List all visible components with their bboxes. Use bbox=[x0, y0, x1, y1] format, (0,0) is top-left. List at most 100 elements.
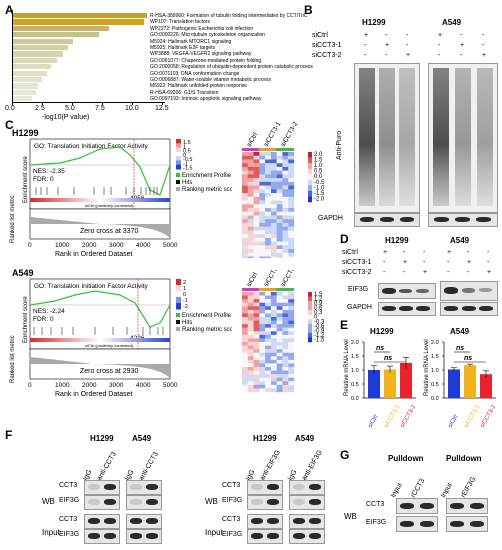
c-heat-cell bbox=[282, 367, 289, 371]
e-chart-title: H1299 bbox=[370, 327, 394, 336]
f-blot-strip bbox=[247, 514, 283, 529]
c-heat-cell bbox=[253, 204, 260, 209]
f-band bbox=[309, 499, 321, 505]
c-heat-cell bbox=[265, 349, 272, 353]
g-band bbox=[400, 521, 414, 527]
e-ylabel: Relative mRNA Level bbox=[344, 339, 350, 396]
c-heat-cell bbox=[270, 178, 277, 183]
c-heat-cell bbox=[253, 178, 260, 183]
panel-a-term-label: GO:0061077: Chaperone-mediated protein f… bbox=[150, 57, 262, 64]
c-heat-scale-cell bbox=[308, 337, 312, 343]
f-blot-strip bbox=[289, 514, 325, 529]
c-heat-cell bbox=[253, 166, 260, 171]
c-heat-cell bbox=[253, 170, 260, 175]
panel-a-term-label: GO:0097193: Intrinsic apoptotic signalin… bbox=[150, 96, 262, 103]
c-heat-cell bbox=[282, 377, 289, 382]
c-heat-cell bbox=[276, 234, 283, 239]
c-heat-cell bbox=[247, 208, 254, 212]
c-heat-scale-label: -0.5 bbox=[314, 180, 325, 186]
e-y-tick-label: 0.0 bbox=[431, 396, 439, 402]
c-heat-cell bbox=[288, 309, 295, 314]
c-heat-cell bbox=[242, 241, 248, 246]
c-heat-cell bbox=[247, 377, 254, 382]
c-heat-cell bbox=[282, 295, 289, 300]
c-heat-cell bbox=[270, 211, 277, 216]
c-xtick-label: 0 bbox=[28, 382, 32, 389]
c-heat-cell bbox=[253, 241, 260, 246]
c-heat-cell bbox=[270, 302, 277, 307]
c-heat-cell bbox=[259, 185, 266, 190]
c-heat-cell bbox=[259, 306, 266, 311]
c-heat-cell bbox=[265, 196, 272, 201]
g-blot-strip bbox=[446, 516, 488, 532]
c-heat-cell bbox=[259, 352, 266, 357]
c-heat-cell bbox=[247, 166, 254, 171]
c-heat-cell bbox=[253, 159, 260, 164]
b-sign: + bbox=[438, 32, 443, 39]
c-heat-cell bbox=[259, 313, 266, 318]
c-heat-cell bbox=[259, 377, 266, 382]
c-mini-scale-cell bbox=[176, 156, 181, 161]
c-heat-cell bbox=[270, 215, 277, 220]
c-heat-scale-cell bbox=[308, 196, 312, 203]
c-heat-cell bbox=[259, 215, 266, 220]
c-heat-cell bbox=[259, 181, 266, 186]
c-heat-scale-label: 0.9 bbox=[314, 301, 323, 307]
c-heat-cell bbox=[282, 196, 289, 201]
c-heat-cell bbox=[282, 334, 289, 339]
c-heat-cell bbox=[247, 215, 254, 220]
c-heat-cell bbox=[282, 163, 289, 168]
c-xtick-label: 3000 bbox=[109, 382, 124, 389]
e-y-tick-label: 1.0 bbox=[431, 368, 439, 374]
b-sign: - bbox=[460, 52, 463, 59]
f-cell-header: H1299 bbox=[90, 434, 114, 443]
c-heat-cell bbox=[265, 211, 272, 216]
c-heat-scale-label: 1.5 bbox=[314, 292, 323, 298]
c-heat-cell bbox=[253, 237, 260, 242]
c-heat-cell bbox=[247, 327, 254, 332]
c-heat-scale-cell bbox=[308, 179, 312, 186]
c-nes: NES: -2.24 bbox=[33, 308, 65, 315]
c-heat-cell bbox=[265, 306, 272, 311]
c-heat-cell bbox=[276, 359, 283, 364]
c-heat-cell bbox=[288, 381, 295, 386]
c-heat-cell bbox=[247, 338, 254, 343]
c-heat-cell bbox=[270, 193, 277, 197]
c-metric-area bbox=[30, 217, 170, 238]
c-mini-scale-cell bbox=[176, 147, 181, 153]
c-fdr: FDR: 0 bbox=[33, 176, 54, 183]
c-heat-cell bbox=[276, 292, 283, 296]
f-band bbox=[267, 518, 279, 524]
c-heat-cell bbox=[288, 356, 295, 361]
c-heat-cell bbox=[276, 249, 283, 253]
c-heat-cell bbox=[282, 222, 289, 227]
c-heat-cell bbox=[288, 237, 295, 242]
c-heat-cell bbox=[247, 219, 254, 224]
c-heat-cell bbox=[270, 370, 277, 375]
panel-a-bar bbox=[13, 89, 36, 95]
e-x-tick-label: siCtrl bbox=[368, 414, 380, 429]
c-heat-scale-label: 1.5 bbox=[314, 158, 323, 164]
c-mini-scale-label: -1.5 bbox=[183, 166, 192, 172]
f-input-label: Input bbox=[42, 528, 60, 537]
e-ns-label: ns bbox=[384, 355, 392, 362]
c-heat-cell bbox=[276, 306, 283, 311]
c-heat-cell bbox=[247, 299, 254, 303]
c-heat-cell bbox=[265, 215, 272, 220]
f-col-label: anti-EIF3G bbox=[258, 449, 282, 482]
c-heat-cell bbox=[282, 381, 289, 386]
c-heat-cell bbox=[259, 309, 266, 314]
f-band bbox=[293, 499, 305, 505]
c-heat-cell bbox=[242, 155, 248, 160]
c-enrichment-curve bbox=[29, 146, 171, 196]
c-heat-cell bbox=[265, 299, 272, 303]
c-heat-cell bbox=[247, 292, 254, 296]
c-heat-cell bbox=[259, 222, 266, 227]
panel-a-term-label: GO:0006887: Water-soluble vitamin metabo… bbox=[150, 77, 271, 83]
b-puro-blot-h1299 bbox=[354, 63, 420, 213]
c-heat-cell bbox=[276, 181, 283, 186]
c-heat-cell bbox=[265, 234, 272, 239]
c-heat-cell bbox=[253, 309, 260, 314]
f-band bbox=[309, 533, 321, 539]
c-heat-cell bbox=[276, 155, 283, 160]
